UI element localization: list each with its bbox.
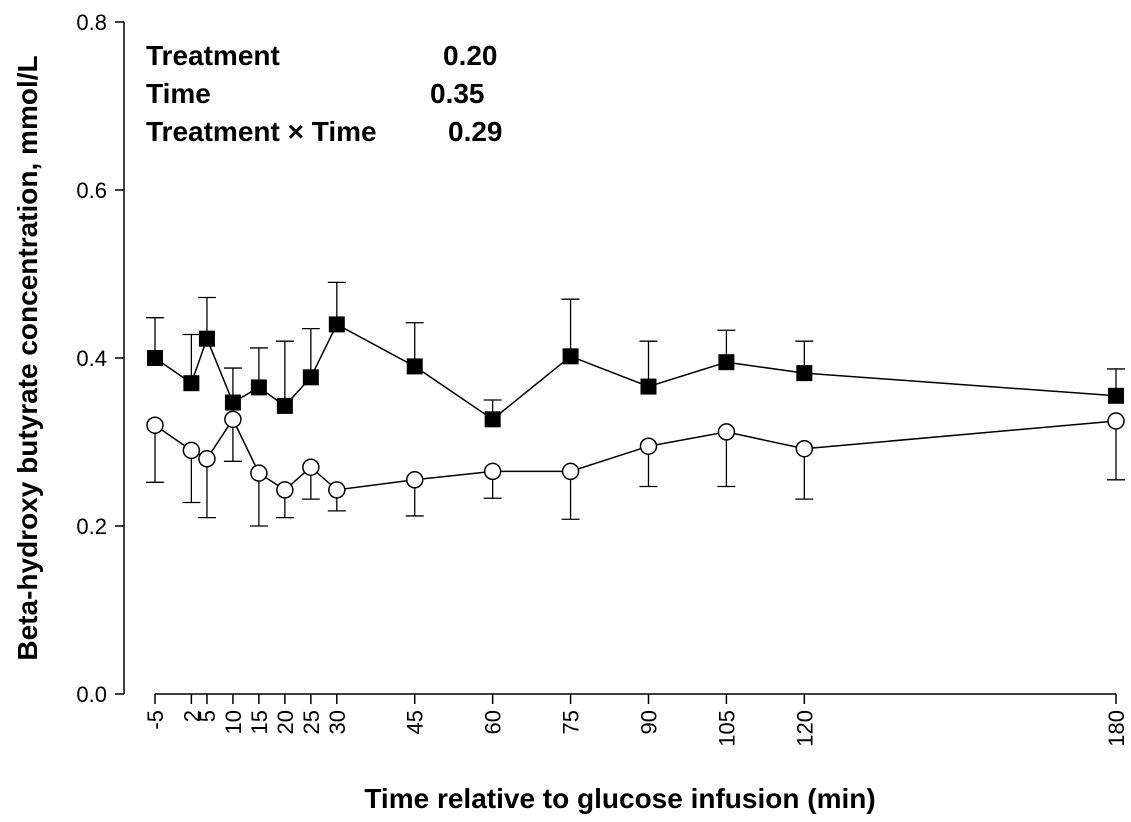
data-point-circle: [224, 410, 242, 429]
data-point-square: [183, 375, 200, 392]
x-tick-label: 20: [273, 710, 298, 734]
series-line: [154, 417, 1117, 491]
y-axis-title: Beta-hydroxy butyrate concentration, mmo…: [12, 55, 43, 660]
data-point-square: [484, 411, 501, 428]
y-tick-label: 0.0: [76, 682, 107, 707]
data-point-square: [796, 365, 813, 382]
annotation-label-interaction: Treatment × Time: [146, 116, 377, 147]
data-point-circle: [198, 450, 216, 468]
series-0: [146, 281, 1125, 428]
data-point-circle: [1107, 412, 1125, 430]
data-point-square: [224, 394, 241, 411]
data-point-circle: [302, 458, 320, 476]
data-point-circle: [483, 462, 502, 481]
data-point-circle: [717, 423, 736, 441]
x-tick-label: 15: [247, 710, 272, 734]
series-line: [154, 323, 1117, 421]
data-point-square: [640, 378, 657, 395]
data-point-square: [276, 397, 293, 414]
x-ticks: -5 25 10 15 20 25 30 45 60 75 90 105 120 180: [143, 694, 1129, 747]
x-tick-label: 180: [1104, 710, 1129, 747]
data-point-square: [1108, 387, 1124, 404]
y-tick-label: 0.8: [76, 10, 107, 35]
x-tick-label: 2: [179, 710, 204, 722]
annotation-label-time: Time: [146, 78, 211, 109]
data-point-circle: [405, 471, 424, 489]
data-point-square: [562, 348, 579, 365]
data-point-circle: [182, 441, 201, 460]
data-point-circle: [250, 464, 268, 482]
annotation-value-treatment: 0.20: [443, 40, 498, 71]
data-point-circle: [276, 481, 294, 499]
y-ticks: 0.0 0.2 0.4 0.6 0.8: [76, 10, 124, 707]
data-point-square: [406, 358, 423, 375]
data-point-square: [302, 369, 319, 386]
x-tick-label: 120: [792, 710, 817, 747]
annotation-label-treatment: Treatment: [146, 40, 280, 71]
x-tick-label: 90: [636, 710, 661, 734]
y-tick-label: 0.6: [76, 178, 107, 203]
data-point-circle: [146, 416, 164, 434]
y-tick-label: 0.2: [76, 514, 107, 539]
x-tick-label: 60: [481, 710, 506, 734]
data-point-square: [198, 330, 215, 347]
data-point-circle: [328, 481, 346, 499]
data-point-square: [250, 379, 267, 396]
data-point-square: [147, 350, 163, 366]
annotation-value-interaction: 0.29: [448, 116, 503, 147]
x-axis-title: Time relative to glucose infusion (min): [364, 783, 875, 814]
x-tick-label: 75: [559, 710, 584, 734]
series-group: [146, 281, 1125, 527]
x-tick-label: 30: [325, 710, 350, 734]
y-tick-label: 0.4: [76, 346, 107, 371]
x-tick-label: 25: [299, 710, 324, 734]
annotation-value-time: 0.35: [430, 78, 485, 109]
x-tick-label: 45: [403, 710, 428, 734]
x-tick-label: 5: [195, 710, 220, 722]
data-point-circle: [795, 439, 814, 458]
data-point-circle: [639, 437, 658, 455]
x-tick-label: -5: [143, 710, 168, 730]
x-tick-label: 10: [221, 710, 246, 734]
data-point-square: [328, 316, 345, 333]
data-point-circle: [561, 462, 580, 481]
series-1: [146, 410, 1125, 527]
data-point-square: [718, 354, 735, 371]
x-tick-label: 105: [714, 710, 739, 747]
